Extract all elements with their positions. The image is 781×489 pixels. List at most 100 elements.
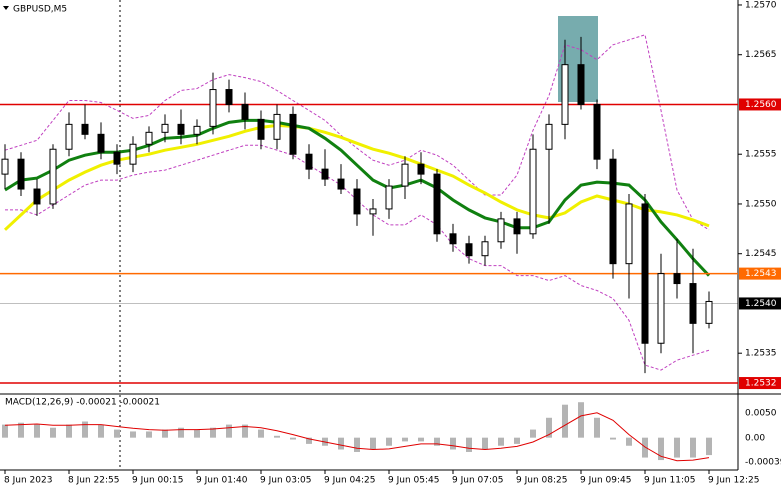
level-box [739,98,781,111]
x-tick-label: 9 Jun 05:45 [388,476,439,486]
candle-body [161,123,169,133]
macd-bar [594,417,600,438]
candle-body [593,103,601,160]
macd-axis-label: 0.00 [745,434,765,444]
macd-bar [434,437,440,446]
macd-bar [34,424,40,438]
macd-bar [114,429,120,438]
macd-bar [482,437,488,450]
level-label: 1.2543 [745,269,777,279]
chart-title: GBPUSD,M5 [13,5,67,15]
macd-bar [386,437,392,446]
candle-body [81,123,89,135]
candle-body [353,188,361,215]
candle-body [673,273,681,285]
macd-bar [274,435,280,438]
level-label: 1.2532 [745,379,777,389]
macd-bar [450,437,456,450]
x-tick-label: 8 Jun 2023 [4,476,52,486]
x-tick-label: 9 Jun 09:45 [580,476,631,486]
y-tick-label: 1.2565 [745,50,777,60]
macd-bar [674,437,680,458]
candle-body [65,123,73,150]
y-tick-label: 1.2570 [745,0,777,10]
candle-body [97,133,105,153]
candle-body [193,125,201,135]
candle-body [241,103,249,120]
candle-body [449,233,457,245]
candle-body [465,243,473,257]
candle-body [481,241,489,257]
macd-bar [242,424,248,438]
macd-bar [18,422,24,438]
macd-bar [706,437,712,456]
candle-body [401,163,409,187]
candle-body [289,113,297,155]
macd-bar [2,424,8,438]
candle-body [177,123,185,135]
x-tick-label: 9 Jun 12:25 [708,476,759,486]
level-box [739,267,781,280]
symbol-arrow [3,6,9,10]
y-tick-label: 1.2535 [745,349,777,359]
x-tick-label: 9 Jun 01:40 [196,476,248,486]
candle-body [513,218,521,235]
macd-axis-label: 0.0050 [745,409,777,419]
macd-bar [642,437,648,458]
x-tick-label: 9 Jun 07:05 [452,476,503,486]
candle-body [529,148,537,235]
macd-bar [514,437,520,444]
candle-body [273,113,281,140]
macd-bar [178,427,184,438]
candle-body [497,218,505,243]
macd-bar [210,427,216,438]
macd-bar [626,437,632,446]
candle-body [209,89,217,127]
candle-body [17,158,25,190]
candle-body [657,273,665,344]
macd-bar [690,437,696,458]
macd-bar [146,431,152,438]
candle-body [625,203,633,265]
macd-bar [50,427,56,438]
candle-body [129,143,137,165]
candle-body [33,188,41,205]
candle-body [689,283,697,324]
level-box [739,377,781,390]
macd-bar [562,404,568,438]
candle-body [641,203,649,344]
macd-bar [498,437,504,446]
candle-body [433,173,441,235]
macd-bar [578,402,584,438]
macd-bar [610,437,616,440]
macd-bar [402,437,408,442]
macd-bar [194,429,200,438]
x-tick-label: 9 Jun 04:25 [324,476,375,486]
overlay-line [3,123,710,231]
macd-bar [130,431,136,438]
candle-body [113,151,121,165]
candle-body [385,185,393,210]
macd-bar [546,417,552,438]
macd-axis-label: -0.00039 [745,458,781,468]
x-tick-label: 9 Jun 03:05 [260,476,311,486]
candle-body [337,178,345,190]
candle-body [545,123,553,150]
candle-body [577,64,585,105]
macd-bar [98,424,104,438]
candle-body [705,300,713,324]
macd-bar [466,437,472,452]
macd-bar [418,437,424,442]
macd-bar [66,424,72,438]
level-label: 1.2540 [745,299,777,309]
y-tick-label: 1.2555 [745,150,777,160]
x-tick-label: 9 Jun 08:25 [516,476,567,486]
macd-signal [4,412,710,462]
candle-body [1,158,9,175]
level-label: 1.2560 [745,100,777,110]
candle-body [145,131,153,145]
overlay-line [4,34,710,231]
macd-bar [290,437,296,440]
